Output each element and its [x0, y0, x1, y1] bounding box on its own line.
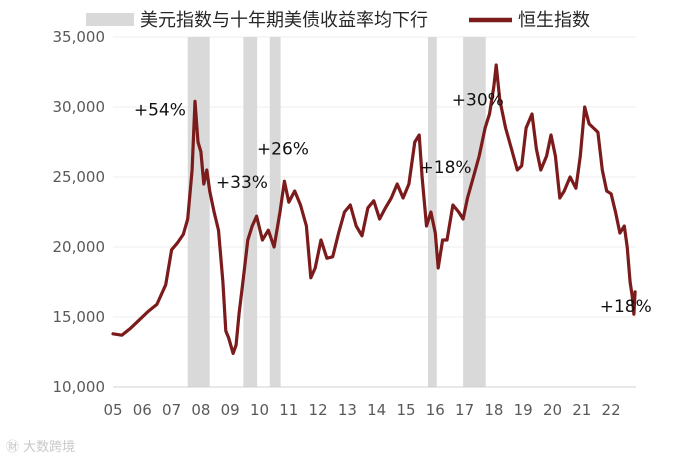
legend-band-label: 美元指数与十年期美债收益率均下行 — [140, 10, 428, 31]
x-tick-label: 05 — [103, 401, 122, 419]
shaded-periods — [187, 37, 486, 387]
x-tick-label: 12 — [309, 401, 328, 419]
x-tick-label: 08 — [191, 401, 210, 419]
series-line-hsi — [111, 63, 637, 355]
x-tick-label: 19 — [514, 401, 533, 419]
y-tick-label: 25,000 — [53, 168, 106, 186]
legend-band-swatch — [86, 13, 134, 26]
x-tick-label: 14 — [367, 401, 386, 419]
annotation-label: +26% — [257, 140, 309, 160]
x-tick-label: 06 — [133, 401, 152, 419]
x-tick-label: 07 — [162, 401, 181, 419]
watermark: ㊖ 大数跨境 — [6, 440, 76, 455]
x-tick-label: 22 — [602, 401, 621, 419]
legend: 美元指数与十年期美债收益率均下行 恒生指数 — [86, 10, 590, 31]
y-tick-label: 20,000 — [53, 238, 106, 256]
y-tick-label: 30,000 — [53, 98, 106, 116]
x-tick-label: 21 — [572, 401, 591, 419]
annotation-label: +18% — [600, 297, 652, 317]
x-tick-label: 20 — [543, 401, 562, 419]
series-lines — [111, 63, 637, 355]
annotation-label: +18% — [420, 158, 472, 178]
y-tick-label: 10,000 — [53, 378, 106, 396]
annotations: +54% +33% +26% +18% +30% +18% — [134, 91, 652, 318]
y-tick-label: 35,000 — [53, 28, 106, 46]
x-tick-label: 16 — [426, 401, 445, 419]
shaded-period — [269, 37, 281, 387]
annotation-label: +54% — [134, 100, 186, 120]
x-tick-label: 17 — [455, 401, 474, 419]
shaded-period — [243, 37, 258, 387]
shaded-period — [463, 37, 486, 387]
x-tick-label: 15 — [396, 401, 415, 419]
axes: 10,000 15,000 20,000 25,000 30,000 35,000 05 06… — [53, 28, 636, 419]
x-tick-label: 18 — [484, 401, 503, 419]
x-tick-label: 13 — [338, 401, 357, 419]
y-tick-label: 15,000 — [53, 308, 106, 326]
x-tick-label: 09 — [221, 401, 240, 419]
shaded-period — [187, 37, 210, 387]
legend-line-label: 恒生指数 — [518, 10, 590, 31]
annotation-label: +30% — [452, 91, 504, 111]
x-tick-label: 11 — [279, 401, 298, 419]
x-tick-label: 10 — [250, 401, 269, 419]
annotation-label: +33% — [216, 173, 268, 193]
